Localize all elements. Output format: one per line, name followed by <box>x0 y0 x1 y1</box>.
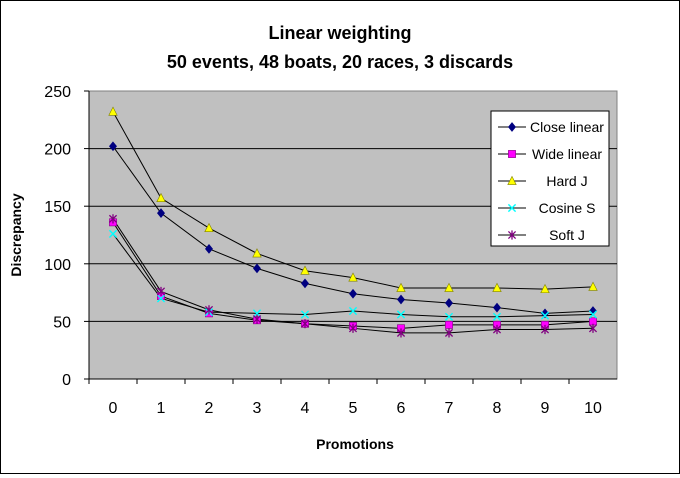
legend: Close linear Wide linear Hard J Cosine S Sof… <box>490 110 610 247</box>
x-tick-label: 5 <box>349 400 358 417</box>
data-point-close-linear <box>205 243 213 254</box>
y-tick-label: 100 <box>44 257 71 274</box>
data-point-cosine-s <box>348 306 358 316</box>
data-point-soft-j <box>396 328 406 338</box>
legend-label-cosine-s: Cosine S <box>539 200 596 216</box>
data-point-cosine-s <box>588 310 598 319</box>
data-point-soft-j <box>108 214 118 224</box>
data-point-close-linear <box>157 208 165 218</box>
data-point-close-linear <box>301 278 309 289</box>
data-point-cosine-s <box>540 311 550 320</box>
data-point-close-linear <box>445 298 453 308</box>
legend-label-hard-j: Hard J <box>546 173 587 189</box>
legend-marker-hard-j <box>507 175 517 185</box>
data-point-cosine-s <box>396 310 406 319</box>
data-point-hard-j <box>348 272 358 282</box>
data-point-cosine-s <box>492 312 502 321</box>
data-point-hard-j <box>588 281 598 291</box>
data-point-soft-j <box>348 323 358 333</box>
x-tick-label: 0 <box>109 400 118 417</box>
legend-marker-wide-linear <box>508 150 516 158</box>
x-axis-label: Promotions <box>316 436 394 452</box>
data-point-close-linear <box>253 263 261 274</box>
data-point-close-linear <box>109 141 117 152</box>
data-point-close-linear <box>493 302 501 313</box>
data-point-hard-j <box>204 222 214 232</box>
data-point-soft-j <box>300 319 310 329</box>
data-point-soft-j <box>204 305 214 315</box>
data-point-hard-j <box>444 282 454 292</box>
data-point-cosine-s <box>300 310 310 319</box>
y-tick-label: 50 <box>53 314 71 331</box>
legend-label-soft-j: Soft J <box>549 227 585 243</box>
data-point-close-linear <box>541 308 549 319</box>
data-point-close-linear <box>349 288 357 299</box>
chart-title: Linear weighting <box>268 23 411 43</box>
data-point-hard-j <box>108 106 118 116</box>
x-tick-label: 8 <box>493 400 502 417</box>
y-tick-label: 250 <box>44 84 71 101</box>
y-tick-label: 0 <box>62 372 71 389</box>
data-point-soft-j <box>252 314 262 324</box>
y-axis-label: Discrepancy <box>8 193 24 276</box>
legend-marker-close-linear <box>508 122 516 132</box>
y-tick-label: 200 <box>44 142 71 159</box>
data-point-soft-j <box>156 286 166 297</box>
data-point-cosine-s <box>252 309 262 318</box>
data-point-close-linear <box>397 294 405 305</box>
data-point-hard-j <box>492 282 502 292</box>
chart-subtitle: 50 events, 48 boats, 20 races, 3 discard… <box>167 52 513 72</box>
x-tick-label: 2 <box>205 400 214 417</box>
data-point-hard-j <box>156 192 166 203</box>
legend-marker-soft-j <box>507 230 517 240</box>
data-point-wide-linear <box>445 320 453 329</box>
data-point-hard-j <box>540 283 550 294</box>
y-tick-label: 150 <box>44 199 71 216</box>
data-point-hard-j <box>300 265 310 275</box>
legend-label-wide-linear: Wide linear <box>532 146 602 162</box>
data-point-cosine-s <box>444 312 454 321</box>
data-point-hard-j <box>252 248 262 258</box>
data-point-soft-j <box>588 323 598 333</box>
legend-marker-cosine-s <box>507 203 517 213</box>
data-point-cosine-s <box>108 229 118 238</box>
x-tick-label: 9 <box>541 400 550 417</box>
data-point-cosine-s <box>156 294 166 303</box>
data-point-soft-j <box>492 324 502 335</box>
legend-label-close-linear: Close linear <box>530 119 604 135</box>
data-point-soft-j <box>540 324 550 335</box>
x-tick-label: 10 <box>584 400 602 417</box>
data-point-hard-j <box>396 282 406 292</box>
x-tick-label: 3 <box>253 400 262 417</box>
data-point-soft-j <box>444 328 454 338</box>
x-tick-label: 7 <box>445 400 454 417</box>
x-tick-label: 4 <box>301 400 310 417</box>
x-tick-label: 1 <box>157 400 166 417</box>
x-tick-label: 6 <box>397 400 406 417</box>
